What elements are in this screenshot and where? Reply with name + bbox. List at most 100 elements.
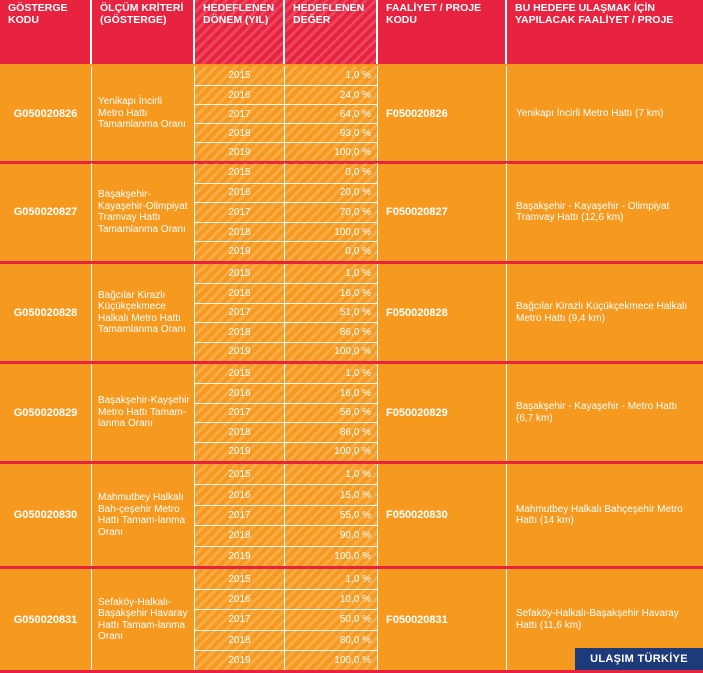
criterion-text: Başakşehir-Kayaşehir-Olimpiyat Tramvay H… [92,163,195,261]
target-year: 2015 [228,268,251,280]
target-year: 2017 [195,104,284,123]
target-value: 24,0 % [285,85,377,104]
target-year: 2019 [195,441,284,461]
target-value: 93,0 % [285,123,377,142]
value-column: 1,0 % 24,0 % 64,0 % 93,0 % 100,0 % [285,66,378,161]
header-indicator-code: GÖSTERGE KODU [0,0,92,64]
target-value: 51,0 % [285,302,377,322]
target-year: 2019 [195,241,284,261]
project-text: Başakşehir - Kayaşehir - Olimpiyat Tramv… [516,200,670,224]
target-value: 0,0 % [345,167,371,179]
target-value: 100,0 % [285,545,377,566]
indicator-code: G050020827 [0,163,92,261]
table-row: G050020830 Mahmutbey Halkalı Bah-çeşehir … [0,464,703,569]
target-value: 10,0 % [285,589,377,609]
target-value: 86,0 % [285,422,377,441]
table-row: G050020828 Bağcılar Kirazlı Küçükçekmece … [0,264,703,364]
project-code: F050020827 [378,163,507,261]
target-year: 2019 [195,545,284,566]
target-year: 2015 [228,468,251,480]
target-value: 1,0 % [345,70,371,81]
criterion-text: Yenikapı İncirli Metro Hattı Tamamlanma … [92,66,195,161]
target-value: 1,0 % [345,368,371,380]
indicator-code: G050020828 [0,264,92,361]
criterion-text: Bağcılar Kirazlı Küçükçekmece Halkalı Me… [92,264,195,361]
target-value: 0,0 % [285,241,377,261]
table-row: G050020826 Yenikapı İncirli Metro Hattı T… [0,66,703,164]
value-column: 1,0 % 16,0 % 56,0 % 86,0 % 100,0 % [285,364,378,461]
target-year: 2016 [195,85,284,104]
table-row: G050020829 Başakşehir-Kayşehir Metro Hatt… [0,364,703,464]
indicator-code: G050020830 [0,464,92,566]
target-value: 100,0 % [285,649,377,670]
indicator-code: G050020826 [0,66,92,161]
target-value: 100,0 % [285,441,377,461]
target-year: 2018 [195,629,284,650]
table-row: G050020831 Sefaköy-Halkalı-Başakşehir Hav… [0,569,703,673]
target-year: 2017 [195,402,284,422]
header-project-code: FAALİYET / PROJE KODU [378,0,507,64]
indicator-code: G050020829 [0,364,92,461]
project-text: Başakşehir - Kayaşehir - Metro Hattı (6,… [516,401,678,424]
target-year: 2016 [195,182,284,203]
target-year: 2016 [195,484,284,504]
row-divider [0,161,703,164]
year-column: 2015 2016 2017 2018 2019 [195,163,285,261]
target-year: 2017 [195,202,284,222]
target-year: 2016 [195,383,284,402]
row-divider [0,361,703,364]
target-year: 2019 [195,142,284,161]
target-year: 2019 [195,649,284,670]
target-year: 2015 [228,167,251,179]
target-value: 100,0 % [285,341,377,361]
target-year: 2018 [195,422,284,441]
indicator-code: G050020831 [0,569,92,670]
target-value: 90,0 % [285,525,377,545]
year-column: 2015 2016 2017 2018 2019 [195,264,285,361]
header-criterion: ÖLÇÜM KRİTERİ (GÖSTERGE) [92,0,195,64]
target-value: 56,0 % [285,402,377,422]
project-code: F050020831 [378,569,507,670]
year-column: 2015 2016 2017 2018 2019 [195,569,285,670]
target-value: 20,0 % [285,182,377,203]
criterion-text: Başakşehir-Kayşehir Metro Hattı Tamam-la… [92,364,195,461]
target-value: 55,0 % [285,504,377,525]
target-value: 16,0 % [285,283,377,302]
target-value: 80,0 % [285,629,377,650]
target-value: 16,0 % [285,383,377,402]
target-year: 2015 [228,70,251,81]
brand-logo: ULAŞIM TÜRKİYE [575,648,703,670]
value-column: 1,0 % 10,0 % 50,0 % 80,0 % 100,0 % [285,569,378,670]
project-code: F050020826 [378,66,507,161]
target-year: 2018 [195,525,284,545]
target-value: 86,0 % [285,322,377,341]
target-value: 1,0 % [345,573,371,585]
target-year: 2015 [228,368,251,380]
target-year: 2018 [195,221,284,242]
target-value: 50,0 % [285,609,377,629]
row-divider [0,461,703,464]
target-value: 100,0 % [285,142,377,161]
target-year: 2017 [195,504,284,525]
target-value: 64,0 % [285,104,377,123]
table-row: G050020827 Başakşehir-Kayaşehir-Olimpiyat… [0,163,703,264]
project-text: Mahmutbey Halkalı Bahçeşehir Metro Hattı… [516,503,683,527]
year-column: 2015 2016 2017 2018 2019 [195,364,285,461]
target-value: 100,0 % [285,221,377,242]
year-column: 2015 2016 2017 2018 2019 [195,66,285,161]
project-code: F050020829 [378,364,507,461]
criterion-text: Mahmutbey Halkalı Bah-çeşehir Metro Hatt… [92,464,195,566]
target-year: 2017 [195,302,284,322]
project-text: Yenikapı İncirli Metro Hattı (7 km) [516,107,664,119]
row-divider [0,566,703,569]
criterion-text: Sefaköy-Halkalı-Başakşehir Havaray Hattı… [92,569,195,670]
target-year: 2016 [195,283,284,302]
target-value: 70,0 % [285,202,377,222]
value-column: 1,0 % 16,0 % 51,0 % 86,0 % 100,0 % [285,264,378,361]
value-column: 1,0 % 15,0 % 55,0 % 90,0 % 100,0 % [285,464,378,566]
header-project: BU HEDEFE ULAŞMAK İÇİN YAPILACAK FAALİYE… [507,0,703,64]
row-divider [0,261,703,264]
target-year: 2019 [195,341,284,361]
target-year: 2015 [228,573,251,585]
